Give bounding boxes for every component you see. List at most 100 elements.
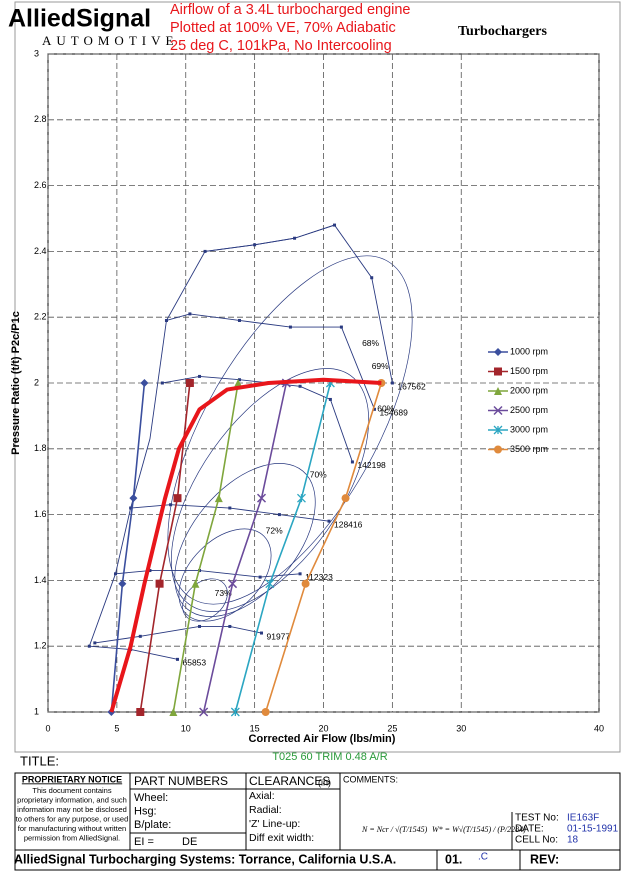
note: Airflow of a 3.4L turbocharged engine xyxy=(170,2,410,18)
marker xyxy=(341,494,350,503)
speed-point xyxy=(198,624,202,628)
surge-line xyxy=(88,224,335,647)
speed-point xyxy=(298,572,302,576)
marker xyxy=(265,579,275,589)
subtitle: T025 60 TRIM 0.48 A/R xyxy=(272,751,387,763)
speed-point xyxy=(175,657,179,661)
speed-label: 167562 xyxy=(397,381,426,391)
proprietary-heading: PROPRIETARY NOTICE xyxy=(22,774,122,784)
speed-point xyxy=(203,249,207,253)
speed-point xyxy=(253,243,257,247)
marker xyxy=(173,494,182,503)
speed-point xyxy=(87,644,91,648)
clearances-heading: CLEARANCES xyxy=(249,774,330,788)
marker xyxy=(169,708,178,716)
speed-point xyxy=(237,378,241,382)
footer-sheet: 01. xyxy=(445,852,462,866)
chart-frame xyxy=(14,1,621,753)
speed-point xyxy=(333,223,337,227)
island xyxy=(167,255,413,605)
part-field: B/plate: xyxy=(134,819,171,831)
y-tick-label: 1.6 xyxy=(34,509,47,519)
legend-label: 1000 rpm xyxy=(510,346,548,356)
x-axis-title: Corrected Air Flow (lbs/min) xyxy=(249,733,396,745)
efficiency-label: 73% xyxy=(215,588,232,598)
legend-label: 2500 rpm xyxy=(510,405,548,415)
speed-point xyxy=(260,631,264,635)
marker xyxy=(191,579,200,588)
speed-line xyxy=(89,645,178,660)
test-label: TEST No: xyxy=(515,813,559,824)
marker xyxy=(230,707,240,717)
speed-line xyxy=(94,626,262,644)
clearances-unit: (in) xyxy=(318,777,331,787)
part-numbers-heading: PART NUMBERS xyxy=(134,774,228,788)
formula: N = Ncr / √(T/1545) xyxy=(361,825,428,834)
speed-point xyxy=(160,381,164,385)
speed-label: 65853 xyxy=(182,658,206,668)
speed-point xyxy=(188,312,192,316)
y-tick-label: 1.2 xyxy=(34,641,47,651)
x-tick-label: 30 xyxy=(456,723,466,733)
test-label: CELL No: xyxy=(515,835,558,846)
efficiency-label: 72% xyxy=(266,525,283,535)
speed-point xyxy=(237,318,241,322)
y-tick-label: 2.8 xyxy=(34,114,47,124)
speed-point xyxy=(148,569,152,573)
marker xyxy=(136,708,145,716)
y-tick-label: 1.4 xyxy=(34,575,47,585)
form-frame xyxy=(14,772,621,871)
speed-point xyxy=(327,519,331,523)
speed-line xyxy=(166,313,375,410)
series-line xyxy=(172,382,239,713)
island xyxy=(170,368,370,612)
speed-label: 142198 xyxy=(357,460,386,470)
y-tick-label: 3 xyxy=(34,48,39,58)
efficiency-label: 68% xyxy=(362,338,379,348)
proprietary-line: information may not be disclosed xyxy=(17,805,127,814)
marker xyxy=(493,405,503,416)
speed-point xyxy=(277,513,281,517)
series-line xyxy=(234,382,332,713)
series-line xyxy=(202,382,288,713)
speed-point xyxy=(293,236,297,240)
legend: 1000 rpm 1500 rpm 2000 rpm 2500 rpm 3000 rpm… xyxy=(488,346,548,454)
speed-point xyxy=(372,407,376,411)
form: PROPRIETARY NOTICE PART NUMBERS EI = DE … xyxy=(14,772,621,871)
legend-label: 1500 rpm xyxy=(510,366,548,376)
clearance-field: Diff exit width: xyxy=(249,832,314,844)
x-tick-label: 40 xyxy=(594,723,604,733)
x-tick-label: 5 xyxy=(114,723,119,733)
footer-sheet-suffix: .C xyxy=(478,852,488,863)
speed-point xyxy=(113,572,117,576)
footer-company: AlliedSignal Turbocharging Systems: Torr… xyxy=(14,852,396,866)
speed-point xyxy=(328,397,332,401)
y-tick-label: 2.2 xyxy=(34,312,47,322)
speed-point xyxy=(350,460,354,464)
comments-label: COMMENTS: xyxy=(343,774,398,784)
speed-point xyxy=(93,641,97,645)
x-tick-label: 10 xyxy=(181,723,191,733)
series-line xyxy=(110,382,146,713)
speed-point xyxy=(258,575,262,579)
proprietary-line: This document contains xyxy=(32,786,111,795)
marker xyxy=(494,348,502,356)
clearance-field: 'Z' Line-up: xyxy=(249,818,300,830)
marker xyxy=(261,708,270,716)
test-label: DATE: xyxy=(515,824,544,835)
logo-sub: AUTOMOTIVE xyxy=(42,33,178,48)
legend-label: 3500 rpm xyxy=(510,444,548,454)
proprietary-line: to others for any purpose, or used xyxy=(16,814,129,823)
marker xyxy=(493,425,503,435)
test-value: IE163F xyxy=(567,813,599,824)
footer-rev: REV: xyxy=(530,852,559,866)
marker xyxy=(129,494,138,503)
y-tick-label: 1.8 xyxy=(34,443,47,453)
formula: W* = W√(T/1545) / (P/2284) xyxy=(432,825,526,834)
x-tick-label: 0 xyxy=(45,723,50,733)
speed-point xyxy=(138,634,142,638)
logo: AlliedSignal xyxy=(8,5,151,33)
legend-label: 3000 rpm xyxy=(510,424,548,434)
